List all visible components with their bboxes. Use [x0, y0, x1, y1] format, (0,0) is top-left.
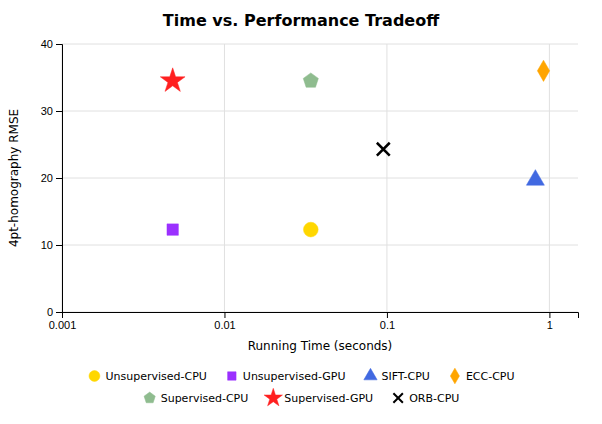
tick: 30	[41, 105, 62, 117]
y-axis-label: 4pt-homography RMSE	[7, 109, 21, 247]
tick: 0.1	[380, 312, 395, 331]
x-axis-label: Running Time (seconds)	[248, 339, 393, 353]
axis-line	[56, 45, 63, 313]
tick-mark	[56, 245, 62, 246]
point	[377, 143, 390, 156]
tick-label: 10	[41, 239, 53, 251]
point	[537, 60, 549, 81]
legend-symbol	[264, 388, 282, 405]
tick: 0.01	[214, 312, 235, 331]
tick-mark	[387, 312, 388, 318]
tick-mark	[56, 312, 62, 313]
tick: 1	[547, 312, 553, 331]
tick-mark	[224, 312, 225, 318]
y-axis: 0 10 20 30 40	[41, 38, 63, 318]
legend-item: Supervised-CPU	[144, 392, 248, 405]
tick: 0	[47, 306, 62, 318]
tick-label: 30	[41, 105, 53, 117]
grid-line	[62, 111, 578, 112]
grid-line	[62, 44, 578, 45]
grid-line	[62, 178, 578, 179]
tick: 10	[41, 239, 62, 251]
legend-label: SIFT-CPU	[381, 370, 429, 383]
tick-label: 0.01	[214, 319, 235, 331]
legend-symbol	[393, 393, 402, 402]
title: Time vs. Performance Tradeoff	[163, 11, 440, 30]
legend-item: Unsupervised-GPU	[228, 370, 346, 383]
legend-label: ECC-CPU	[466, 370, 515, 383]
legend-item: ECC-CPU	[450, 368, 514, 384]
point	[160, 68, 185, 92]
legend-symbol	[228, 372, 236, 380]
tick: 20	[41, 172, 62, 184]
legend-item: SIFT-CPU	[364, 368, 430, 383]
tick-mark	[56, 111, 62, 112]
tick-mark	[549, 312, 550, 318]
legend-label: Unsupervised-GPU	[243, 370, 346, 383]
tick-mark	[56, 44, 62, 45]
legend-label: ORB-CPU	[409, 392, 459, 405]
tick-label: 0.001	[49, 319, 77, 331]
legend-row: Supervised-CPU Supervised-GPU ORB-CPU	[144, 388, 459, 405]
plot-area: 0.0010.010.11010203040	[41, 38, 579, 331]
legend-item: Unsupervised-CPU	[89, 370, 207, 383]
tick-label: 20	[41, 172, 53, 184]
legend-label: Unsupervised-CPU	[105, 370, 206, 383]
tick-label: 1	[547, 319, 553, 331]
legend-label: Supervised-CPU	[161, 392, 249, 405]
tick: 40	[41, 38, 62, 50]
legend-row: Unsupervised-CPU Unsupervised-GPU SIFT-CPU…	[89, 368, 515, 384]
axis-line	[63, 313, 579, 319]
tick-label: 0	[47, 306, 53, 318]
point	[167, 224, 178, 235]
point	[303, 73, 318, 87]
legend-label: Supervised-GPU	[284, 392, 373, 405]
legend-symbol	[144, 392, 155, 403]
x-axis: 0.001 0.01 0.1 1	[49, 312, 579, 331]
legend-symbol	[89, 371, 100, 382]
legend-item: ORB-CPU	[393, 392, 459, 405]
point	[303, 222, 318, 237]
tick-label: 0.1	[380, 319, 395, 331]
tick-label: 40	[41, 38, 53, 50]
grid-line	[62, 245, 578, 246]
legend-symbol	[364, 368, 377, 380]
legend-item: Supervised-GPU	[264, 388, 373, 405]
points	[160, 60, 549, 237]
grid	[62, 44, 578, 312]
legend-symbol	[450, 368, 459, 384]
legend: Unsupervised-CPU Unsupervised-GPU SIFT-CPU…	[89, 368, 515, 406]
point	[526, 170, 544, 186]
tick-mark	[56, 178, 62, 179]
chart: 0.0010.010.11010203040Time vs. Performan…	[0, 0, 602, 424]
